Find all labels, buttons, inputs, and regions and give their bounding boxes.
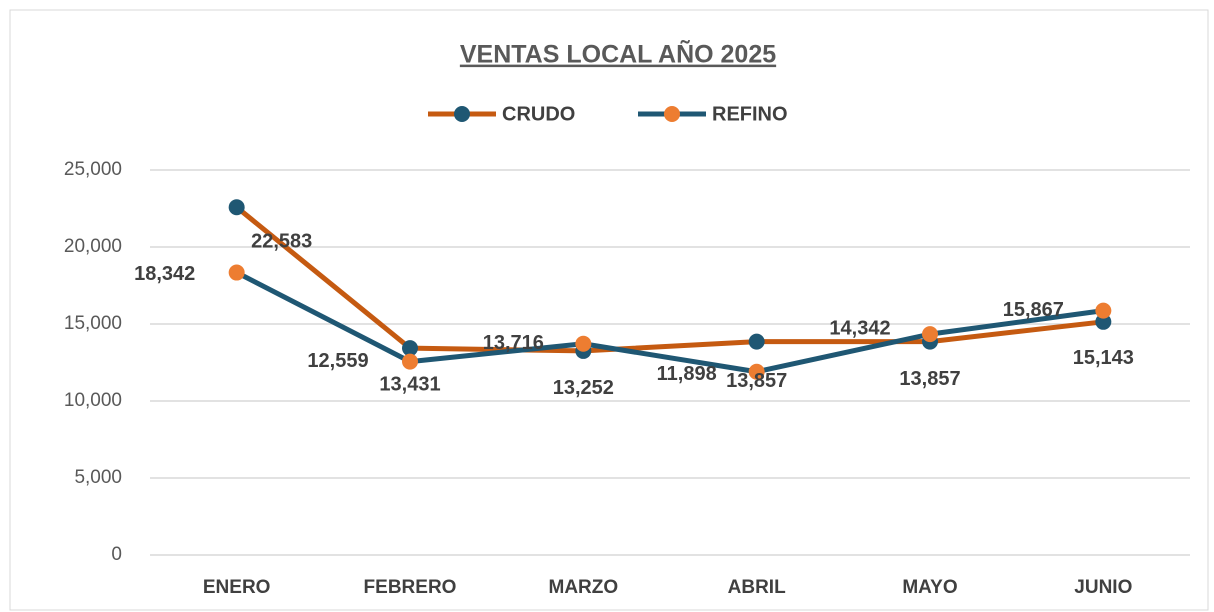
data-label: 14,342 (829, 317, 890, 339)
data-label: 18,342 (134, 263, 195, 285)
x-tick-label: MAYO (902, 577, 957, 598)
y-tick-label: 20,000 (64, 236, 122, 257)
data-label: 13,431 (379, 373, 440, 395)
x-tick-label: ENERO (203, 577, 271, 598)
data-label: 15,143 (1073, 347, 1134, 369)
legend-label: REFINO (712, 103, 788, 125)
marker (575, 335, 592, 352)
chart-frame (9, 9, 1209, 611)
data-label: 11,898 (657, 363, 717, 385)
y-tick-label: 25,000 (64, 159, 122, 180)
legend-label: CRUDO (502, 103, 575, 125)
marker (402, 353, 418, 370)
y-tick-label: 10,000 (64, 390, 122, 411)
marker (402, 340, 418, 357)
marker (748, 333, 765, 350)
series-line (235, 270, 1104, 375)
y-tick-label: 5,000 (74, 467, 122, 488)
data-label: 13,252 (553, 377, 614, 399)
data-label: 13,857 (726, 370, 787, 392)
x-tick-label: ABRIL (728, 577, 786, 598)
marker (748, 363, 765, 380)
data-label: 13,716 (483, 332, 544, 354)
y-tick-label: 0 (111, 544, 122, 565)
data-label: 13,857 (899, 368, 960, 390)
marker (228, 199, 245, 216)
y-tick-label: 15,000 (64, 313, 122, 334)
marker (228, 264, 245, 281)
marker (1095, 313, 1112, 330)
marker (1095, 302, 1112, 319)
series-line (235, 205, 1104, 354)
x-tick-label: JUNIO (1074, 577, 1132, 598)
data-label: 15,867 (1003, 299, 1064, 321)
legend-marker (664, 106, 680, 122)
data-label: 22,583 (251, 231, 312, 253)
x-tick-label: MARZO (549, 577, 619, 598)
legend-marker (454, 106, 470, 122)
marker (922, 326, 938, 343)
chart-title: VENTAS LOCAL AÑO 2025 (460, 39, 776, 69)
data-label: 12,559 (307, 350, 368, 372)
x-tick-label: FEBRERO (364, 577, 457, 598)
